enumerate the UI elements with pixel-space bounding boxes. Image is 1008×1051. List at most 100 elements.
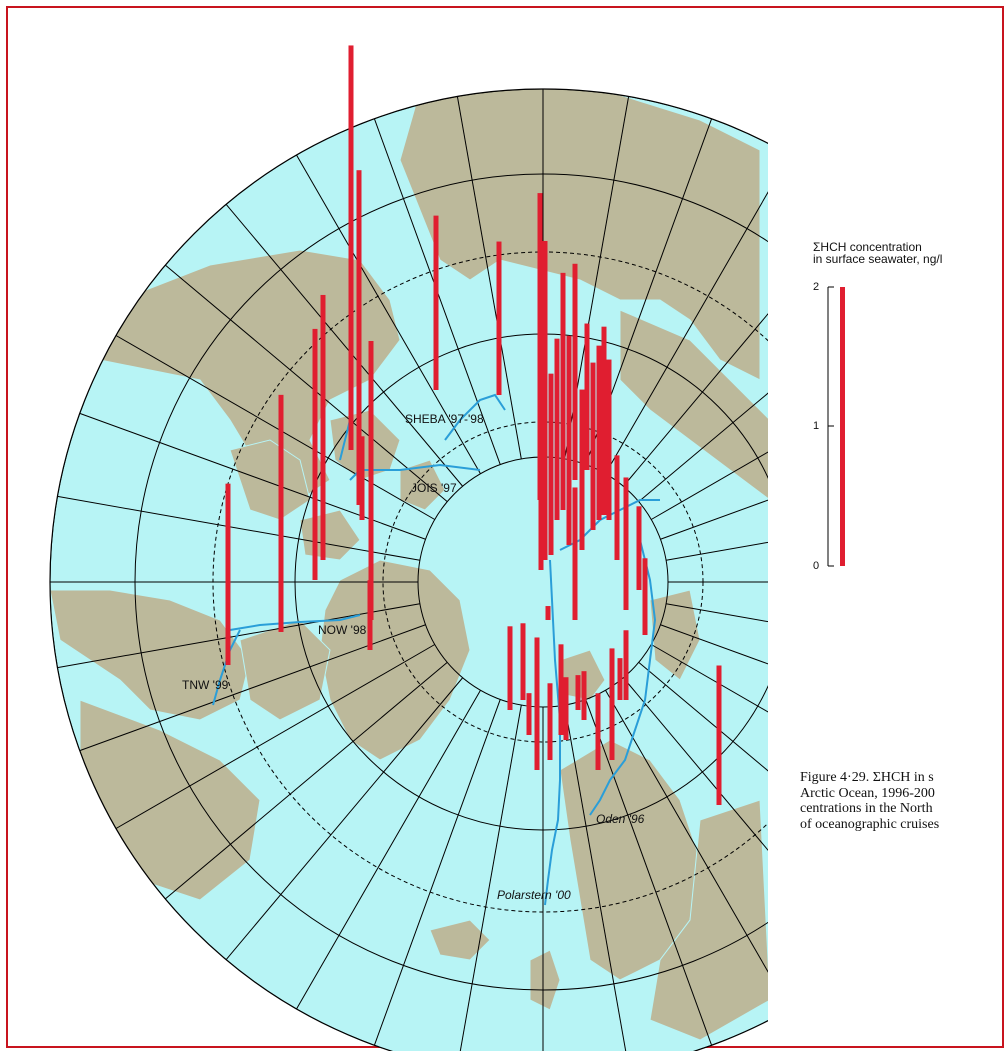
cruise-label-sheba: SHEBA '97-'98 (405, 412, 484, 426)
meridian-line (660, 412, 768, 540)
caption-line: centrations in the North (800, 801, 933, 816)
meridian-line (564, 705, 630, 1051)
meridian-line (373, 699, 501, 1046)
concentration-bar (623, 630, 629, 700)
caption-line: of oceanographic cruises (800, 816, 940, 832)
cruise-label-polarstern: Polarstern '00 (497, 888, 571, 902)
cruise-label-now: NOW '98 (318, 623, 367, 637)
track-now (229, 614, 361, 631)
concentration-bar (542, 241, 548, 520)
meridian-line (456, 96, 522, 459)
concentration-bar (496, 241, 502, 395)
meridian-line (605, 154, 768, 474)
meridian-line (585, 699, 713, 1046)
track-sheba (444, 393, 506, 441)
concentration-bar (320, 294, 326, 560)
concentration-bar (520, 623, 526, 700)
concentration-bar (566, 335, 572, 545)
graticule (50, 89, 768, 1051)
concentration-bar (601, 326, 607, 515)
land-canada-south (50, 589, 251, 721)
concentration-bar (560, 272, 566, 510)
concentration-bar (584, 323, 590, 470)
concentration-bar (348, 45, 354, 450)
land-iceland (429, 919, 491, 961)
meridian-line (666, 495, 768, 561)
concentration-bar (537, 193, 543, 500)
concentration-bar (606, 359, 612, 520)
concentration-bar (356, 170, 362, 505)
legend-title: ΣHCH concentration (813, 240, 922, 254)
concentration-bar (575, 675, 581, 710)
concentration-bar (581, 671, 587, 720)
legend-subtitle: in surface seawater, ng/l (813, 252, 943, 266)
concentration-bar (225, 483, 231, 665)
land-archipelago-1 (229, 439, 311, 521)
concentration-bar (368, 341, 374, 620)
land-baffin (239, 619, 331, 721)
meridian-line (638, 264, 768, 503)
meridian-line (622, 677, 768, 960)
caption-line: Figure 4·29. ΣHCH in s (800, 770, 934, 785)
meridian-line (666, 603, 768, 669)
cruise-label-jois: JOIS '97 (411, 481, 457, 495)
concentration-bar (617, 658, 623, 700)
track-tnw (212, 629, 241, 706)
concentration-bar (558, 644, 564, 735)
legend-tick-1: 1 (813, 420, 820, 432)
meridian-line (651, 644, 768, 829)
concentration-bar (278, 394, 284, 632)
cruise-label-tnw: TNW '99 (182, 678, 229, 692)
concentration-bar (579, 389, 585, 550)
meridian-line (225, 677, 464, 960)
meridian-line (651, 335, 768, 520)
meridian-line (638, 661, 768, 900)
track-oden (589, 539, 657, 816)
meridian-line (296, 690, 481, 1010)
concentration-bar (547, 683, 553, 760)
concentration-bar (563, 677, 569, 740)
land-europe (649, 799, 768, 1041)
concentration-bar (526, 693, 532, 735)
meridian-line (456, 705, 522, 1051)
meridian-line (225, 204, 464, 487)
concentration-bar (507, 626, 513, 710)
concentration-bar (716, 665, 722, 805)
meridian-line (605, 690, 768, 1010)
concentration-bar (596, 345, 602, 520)
land-uk (529, 949, 561, 1011)
concentration-bar (572, 487, 578, 620)
legend-tick-2: 2 (813, 281, 820, 293)
meridian-line (79, 412, 426, 540)
land-novaya (649, 589, 701, 681)
land-northeast (619, 309, 768, 501)
land-archipelago-4 (399, 459, 446, 511)
concentration-bar (595, 693, 601, 770)
concentration-bar (636, 506, 642, 590)
track-polarstern (544, 559, 561, 906)
concentration-bar (623, 477, 629, 610)
meridian-line (660, 624, 768, 752)
meridian-line (622, 204, 768, 487)
concentration-bar (590, 362, 596, 530)
legend-scale (827, 286, 834, 567)
meridian-line (115, 335, 435, 520)
meridian-line (165, 661, 448, 900)
concentration-bar (312, 328, 318, 580)
meridian-line (115, 644, 435, 829)
concentration-bar (367, 580, 373, 650)
concentration-bar (642, 558, 648, 635)
figure-caption: Figure 4·29. ΣHCH in s Arctic Ocean, 199… (800, 770, 939, 832)
concentration-bar (548, 373, 554, 555)
meridian-line (296, 154, 481, 474)
concentration-bar (554, 338, 560, 520)
concentration-bar (538, 493, 544, 570)
concentration-bar (609, 648, 615, 760)
meridian-line (165, 264, 448, 503)
concentration-bar (359, 436, 365, 520)
concentration-bar (433, 215, 439, 390)
cruise-labels: SHEBA '97-'98 JOIS '97 NOW '98 TNW '99 O… (182, 412, 645, 902)
concentration-bar (614, 455, 620, 560)
caption-line: Arctic Ocean, 1996-200 (800, 785, 935, 801)
